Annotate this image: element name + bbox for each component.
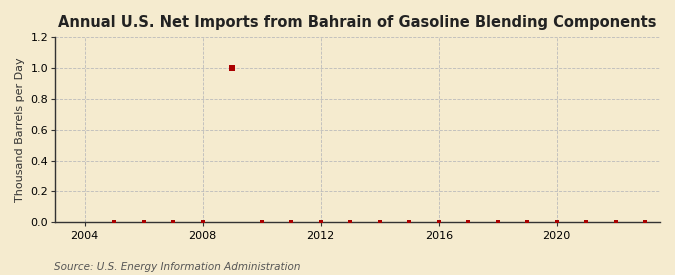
Title: Annual U.S. Net Imports from Bahrain of Gasoline Blending Components: Annual U.S. Net Imports from Bahrain of … <box>58 15 657 30</box>
Text: Source: U.S. Energy Information Administration: Source: U.S. Energy Information Administ… <box>54 262 300 272</box>
Y-axis label: Thousand Barrels per Day: Thousand Barrels per Day <box>15 57 25 202</box>
